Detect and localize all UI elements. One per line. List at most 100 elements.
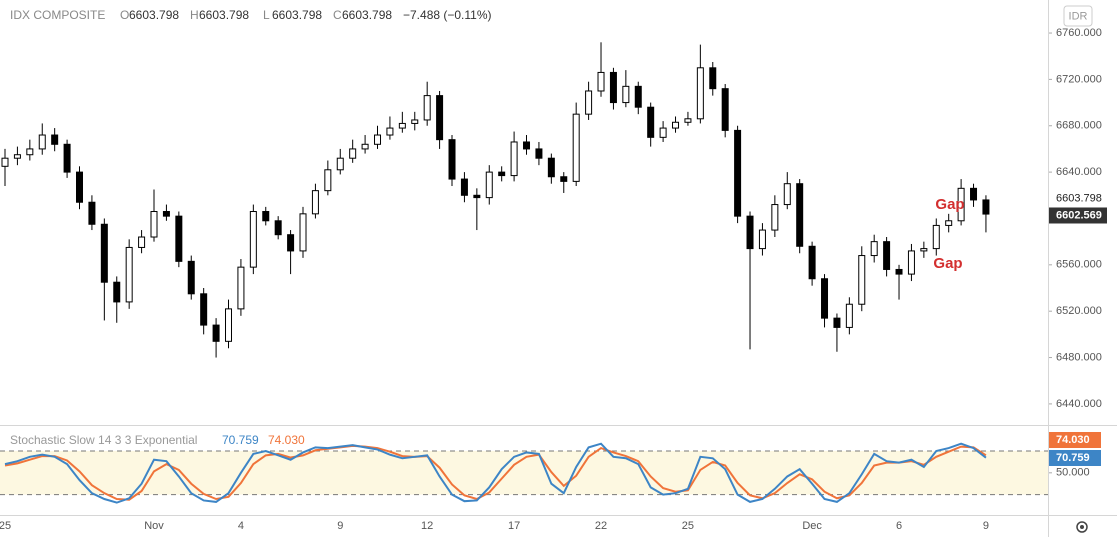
x-tick-label: 6 bbox=[896, 520, 902, 532]
value-box-label: 74.030 bbox=[1056, 434, 1090, 446]
y-tick-label: 6720.000 bbox=[1056, 73, 1102, 85]
candle-body bbox=[510, 141, 518, 177]
candle-body bbox=[200, 293, 208, 326]
candle-body bbox=[63, 143, 71, 173]
candle-body bbox=[175, 215, 183, 262]
ohlc-label: L bbox=[263, 8, 270, 22]
candle-body bbox=[274, 220, 282, 236]
candle-body bbox=[336, 157, 344, 171]
candle-body bbox=[771, 204, 779, 231]
candle-body bbox=[672, 121, 680, 129]
y-tick-label: 6480.000 bbox=[1056, 351, 1102, 363]
candle-body bbox=[38, 134, 46, 150]
ohlc-label: O bbox=[120, 8, 129, 22]
candle-body bbox=[100, 223, 108, 283]
candle-body bbox=[485, 171, 493, 199]
candle-body bbox=[535, 148, 543, 159]
candle-body bbox=[945, 220, 953, 226]
currency-button[interactable] bbox=[1063, 5, 1093, 27]
candle-body bbox=[758, 229, 766, 250]
candle-body bbox=[1, 157, 9, 167]
candle-body bbox=[162, 211, 170, 217]
currency: IDR bbox=[1069, 10, 1088, 22]
x-tick-label: 22 bbox=[595, 520, 607, 532]
y-tick-label: 6520.000 bbox=[1056, 305, 1102, 317]
candle-body bbox=[845, 303, 853, 328]
stoch-line bbox=[4, 442, 987, 504]
candle-body bbox=[721, 88, 729, 131]
candle-body bbox=[311, 190, 319, 215]
x-tick-label: Dec bbox=[802, 520, 822, 532]
y-tick-label: 50.000 bbox=[1056, 467, 1090, 479]
candle-body bbox=[361, 143, 369, 150]
candle-body bbox=[13, 154, 21, 159]
candle-body bbox=[113, 281, 121, 303]
layers: 6440.0006480.0006520.0006560.0006600.000… bbox=[0, 27, 1107, 532]
candle-body bbox=[498, 171, 506, 177]
ohlc-value: 6603.798 bbox=[272, 8, 322, 22]
candle-body bbox=[883, 241, 891, 270]
candle-body bbox=[796, 183, 804, 247]
candle-body bbox=[609, 71, 617, 104]
candle-body bbox=[895, 268, 903, 275]
value-box-label: 70.759 bbox=[1056, 452, 1090, 464]
annotation: Gap bbox=[935, 196, 964, 213]
candle-body bbox=[386, 127, 394, 136]
candle-body bbox=[249, 211, 257, 268]
candle-body bbox=[597, 71, 605, 92]
y-tick-label: 6560.000 bbox=[1056, 259, 1102, 271]
candle-body bbox=[324, 169, 332, 192]
candle-body bbox=[709, 67, 717, 90]
candle-body bbox=[473, 194, 481, 199]
candle-body bbox=[411, 119, 419, 124]
candle-body bbox=[572, 113, 580, 182]
candle-body bbox=[262, 211, 270, 222]
change: −7.488 (−0.11%) bbox=[403, 8, 492, 22]
candle-body bbox=[982, 199, 990, 215]
candle-body bbox=[647, 106, 655, 138]
indicator-value: 70.759 bbox=[222, 433, 259, 447]
candle-body bbox=[957, 187, 965, 222]
candle-body bbox=[858, 255, 866, 305]
candle-body bbox=[76, 171, 84, 203]
candle-body bbox=[299, 213, 307, 252]
candle-body bbox=[212, 324, 220, 342]
candle-body bbox=[585, 90, 593, 115]
candle-body bbox=[659, 127, 667, 138]
x-tick-label: 9 bbox=[983, 520, 989, 532]
candle-body bbox=[88, 201, 96, 225]
candle-body bbox=[920, 248, 928, 252]
candle-body bbox=[26, 148, 34, 156]
value-box bbox=[1049, 450, 1101, 466]
candle-body bbox=[907, 250, 915, 275]
symbol: IDX COMPOSITE bbox=[10, 8, 105, 22]
price-marker-box bbox=[1049, 207, 1107, 224]
x-tick-label: Nov bbox=[144, 520, 164, 532]
candle-body bbox=[436, 95, 444, 141]
settings-icon[interactable] bbox=[1076, 521, 1088, 533]
candle-body bbox=[808, 245, 816, 280]
candle-body bbox=[684, 118, 692, 123]
indicator-title: Stochastic Slow 14 3 3 Exponential bbox=[10, 433, 197, 447]
candle-body bbox=[287, 234, 295, 252]
y-tick-label: 6440.000 bbox=[1056, 398, 1102, 410]
candle-body bbox=[523, 141, 531, 150]
candle-body bbox=[374, 134, 382, 145]
candle-body bbox=[970, 187, 978, 201]
candle-body bbox=[932, 224, 940, 250]
candle-body bbox=[125, 246, 133, 303]
ohlc-label: C bbox=[333, 8, 342, 22]
x-tick-label: 17 bbox=[508, 520, 520, 532]
annotation: Gap bbox=[933, 255, 962, 272]
ohlc-label: H bbox=[190, 8, 199, 22]
candle-body bbox=[783, 183, 791, 206]
x-tick-label: 25 bbox=[0, 520, 11, 532]
candle-body bbox=[870, 241, 878, 257]
indicator-value: 74.030 bbox=[268, 433, 305, 447]
price-marker-label: 6602.569 bbox=[1056, 209, 1102, 221]
candle-body bbox=[51, 134, 59, 145]
x-tick-label: 9 bbox=[337, 520, 343, 532]
candle-body bbox=[225, 308, 233, 342]
candle-body bbox=[734, 129, 742, 217]
